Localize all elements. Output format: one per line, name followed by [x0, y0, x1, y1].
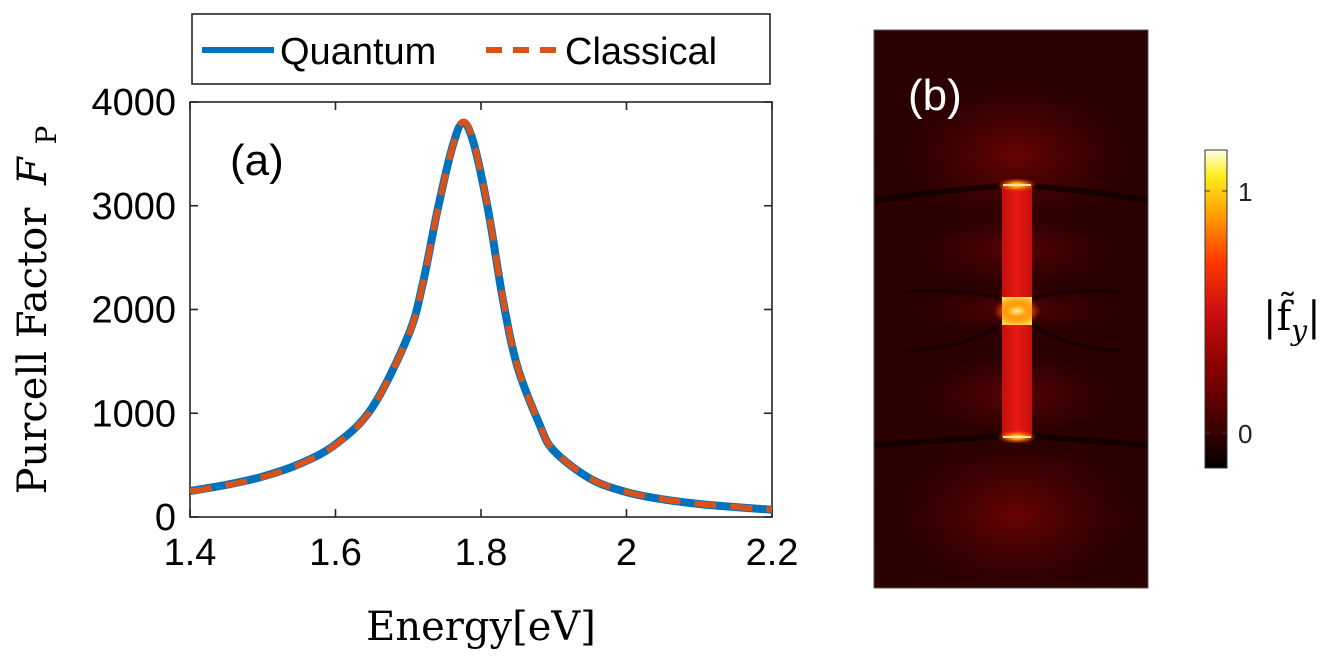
legend-label-classical: Classical [565, 31, 717, 73]
legend-box [191, 13, 771, 85]
nodal-line-top [874, 183, 1148, 203]
y-tick-label: 0 [155, 497, 176, 539]
nodal-line-bottom [874, 433, 1148, 448]
x-tick-label: 2 [616, 532, 637, 574]
field-map [874, 30, 1148, 588]
nanorod-upper [1002, 185, 1032, 297]
field-lobe-top [874, 60, 1148, 250]
y-tick-label: 1000 [91, 393, 176, 435]
panel-label-a: (a) [230, 136, 284, 185]
field-map-frame [873, 29, 1149, 589]
y-tick-label: 2000 [91, 290, 176, 332]
series-line-classical [190, 118, 772, 513]
colorbar: 1 0 |f̃y| [1204, 149, 1321, 469]
gap-glow [993, 297, 1041, 325]
x-axis-title: Energy[eV] [366, 604, 596, 650]
colorbar-gradient [1204, 149, 1228, 469]
y-axis-title-subscript: P [30, 126, 63, 145]
nodal-line-mid-lower [904, 323, 1121, 352]
x-tick-label: 1.4 [164, 532, 217, 574]
legend-label-quantum: Quantum [280, 31, 436, 73]
x-tick-labels: 1.4 1.6 1.8 2 2.2 [164, 532, 799, 574]
panel-a: Quantum Classical 1.4 1.6 1.8 2 2.2 0 1000 200… [10, 13, 799, 650]
y-tick-label: 4000 [91, 82, 176, 124]
y-axis-title-text: Purcell Factor [10, 207, 56, 495]
nanorod-lower [1002, 325, 1032, 437]
x-tick-label: 1.8 [455, 532, 508, 574]
y-axis-title: Purcell Factor F P [10, 126, 63, 495]
field-lobe-bottom [874, 415, 1148, 588]
series-group [190, 118, 772, 514]
y-tick-labels: 0 1000 2000 3000 4000 [91, 82, 176, 539]
y-axis-title-symbol: F [10, 156, 56, 186]
axis-ticks [189, 101, 773, 518]
x-tick-label: 2.2 [746, 532, 799, 574]
svg-text:Purcell Factor F: Purcell Factor F P [10, 126, 63, 495]
colorbar-tick-label-0: 0 [1238, 419, 1252, 449]
colorbar-title: |f̃y| [1263, 291, 1321, 347]
legend: Quantum Classical [191, 13, 771, 85]
nodal-line-mid-upper [904, 288, 1121, 300]
x-tick-label: 1.6 [309, 532, 362, 574]
panel-b: (b) 1 0 |f̃y| [873, 29, 1321, 589]
colorbar-title-text: |f̃y| [1263, 291, 1321, 347]
y-tick-label: 3000 [91, 186, 176, 228]
panel-label-b: (b) [908, 71, 962, 120]
colorbar-tick-label-1: 1 [1238, 177, 1252, 207]
